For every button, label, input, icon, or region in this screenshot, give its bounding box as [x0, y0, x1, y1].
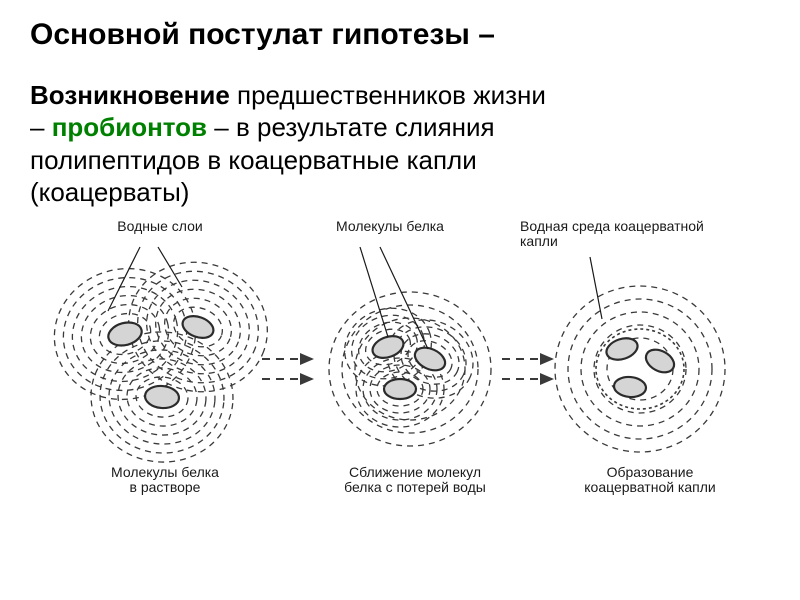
- label-bm-2: белка с потерей воды: [344, 479, 486, 495]
- label-aqueous-medium: Водная среда коацерватной капли: [520, 219, 770, 250]
- label-protein-molecules-top: Молекулы белка: [310, 219, 470, 234]
- label-water-layers: Водные слои: [90, 219, 230, 234]
- label-proteins-in-solution: Молекулы белка в растворе: [80, 465, 250, 496]
- label-aqueous-medium-l2: капли: [520, 233, 558, 249]
- label-bl-1: Молекулы белка: [111, 464, 219, 480]
- slide-body: Возникновение предшественников жизни – п…: [30, 79, 770, 209]
- label-aqueous-medium-l1: Водная среда коацерватной: [520, 218, 704, 234]
- label-br-2: коацерватной капли: [584, 479, 715, 495]
- label-bl-2: в растворе: [130, 479, 201, 495]
- body-line1b: предшественников жизни: [230, 80, 546, 110]
- label-bm-1: Сближение молекул: [349, 464, 481, 480]
- slide-title: Основной постулат гипотезы –: [30, 18, 770, 53]
- body-probionts: пробионтов: [52, 112, 207, 142]
- body-dash: –: [30, 112, 52, 142]
- body-line3: полипептидов в коацерватные капли: [30, 145, 477, 175]
- body-word-emergence: Возникновение: [30, 80, 230, 110]
- slide-root: Основной постулат гипотезы – Возникновен…: [0, 0, 800, 600]
- coacervate-diagram: Водные слои Молекулы белка Водная среда …: [30, 219, 770, 519]
- label-br-1: Образование: [607, 464, 694, 480]
- body-line2c: – в результате слияния: [207, 112, 495, 142]
- title-text: Основной постулат гипотезы –: [30, 18, 495, 51]
- label-coacervate-formation: Образование коацерватной капли: [560, 465, 740, 496]
- label-molecule-approach: Сближение молекул белка с потерей воды: [320, 465, 510, 496]
- body-line4: (коацерваты): [30, 177, 189, 207]
